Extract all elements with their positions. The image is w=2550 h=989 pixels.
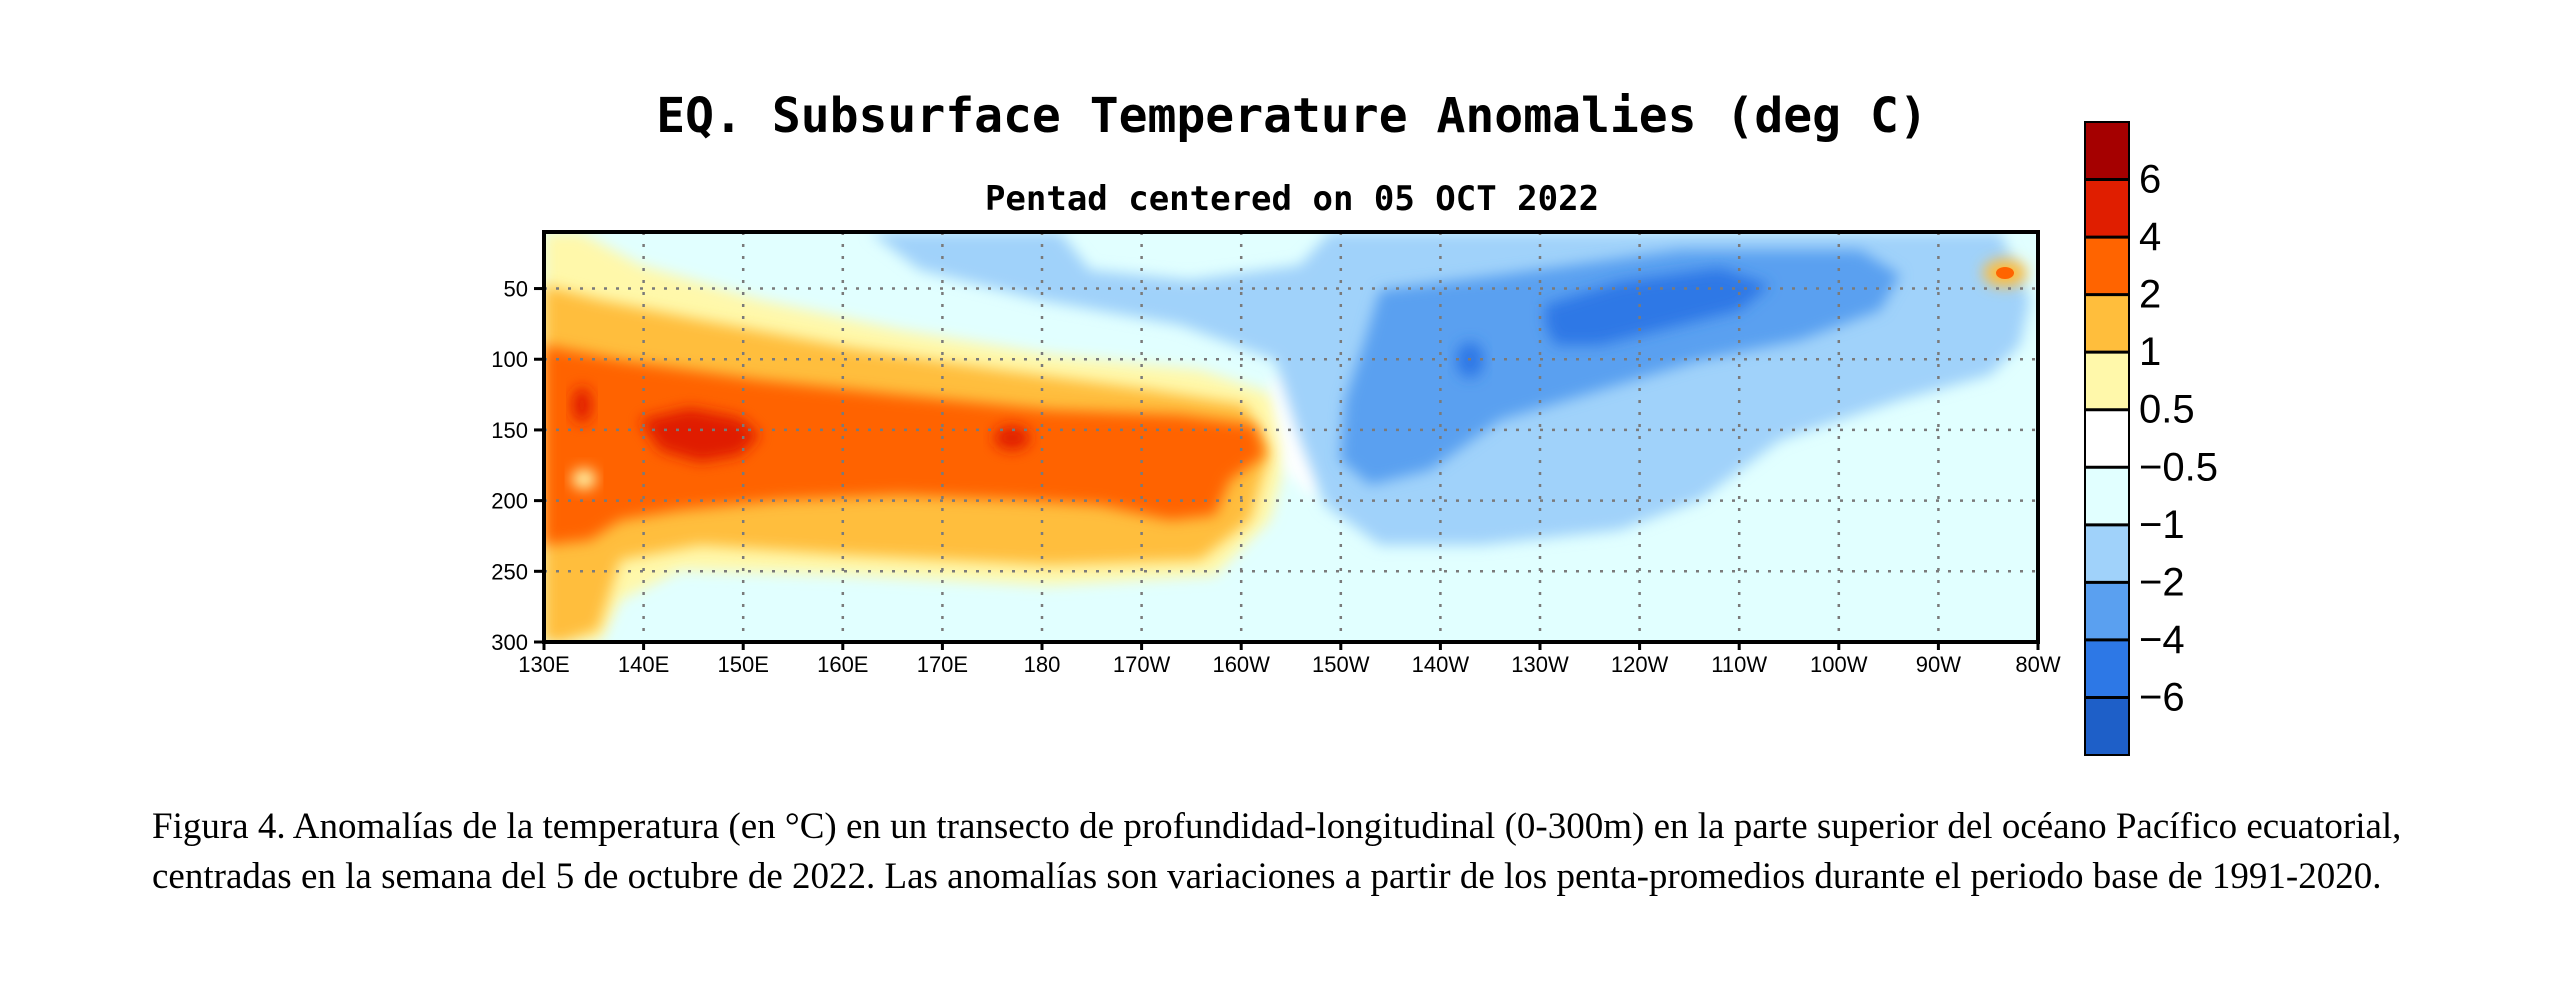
anomaly-region-warm-2 bbox=[544, 345, 1265, 545]
x-tick-label: 100W bbox=[1810, 652, 1868, 677]
colorbar-label: −2 bbox=[2139, 560, 2185, 604]
y-tick-label: 300 bbox=[491, 630, 528, 655]
chart-subtitle: Pentad centered on 05 OCT 2022 bbox=[985, 179, 1599, 219]
anomaly-region-cool-2 bbox=[1340, 250, 1900, 485]
colorbar-label: −6 bbox=[2139, 675, 2185, 719]
colorbar-swatch bbox=[2085, 352, 2129, 411]
colorbar-label: 0.5 bbox=[2139, 388, 2195, 432]
y-tick-label: 200 bbox=[491, 489, 528, 514]
plot-area bbox=[544, 232, 2038, 642]
colorbar-swatch bbox=[2085, 409, 2129, 468]
x-axis: 130E 140E 150E 160E 170E 180 170W 160W 150W 140W 1… bbox=[518, 642, 2061, 677]
figure-caption: Figura 4. Anomalías de la temperatura (e… bbox=[152, 806, 2402, 897]
x-tick-label: 80W bbox=[2015, 652, 2060, 677]
x-tick-label: 160W bbox=[1212, 652, 1270, 677]
colorbar-swatch bbox=[2085, 122, 2129, 181]
x-tick-label: 110W bbox=[1711, 652, 1767, 677]
colorbar-swatch bbox=[2085, 582, 2129, 641]
colorbar-swatch bbox=[2085, 237, 2129, 296]
colorbar-swatch bbox=[2085, 294, 2129, 353]
anomaly-region-warm-4c bbox=[994, 426, 1030, 450]
colorbar-swatch bbox=[2085, 467, 2129, 526]
colorbar-swatch bbox=[2085, 697, 2129, 756]
colorbar-label: −1 bbox=[2139, 503, 2185, 547]
chart-title: EQ. Subsurface Temperature Anomalies (de… bbox=[656, 88, 1928, 144]
anomaly-region-warm-4a bbox=[640, 408, 760, 462]
colorbar-label: −0.5 bbox=[2139, 445, 2218, 489]
plot-frame bbox=[542, 230, 2040, 644]
x-tick-label: 150W bbox=[1312, 652, 1370, 677]
x-tick-label: 120W bbox=[1611, 652, 1669, 677]
colorbar-swatch bbox=[2085, 524, 2129, 583]
colorbar-label: 1 bbox=[2139, 330, 2161, 374]
x-tick-label: 90W bbox=[1916, 652, 1961, 677]
x-tick-label: 170W bbox=[1113, 652, 1171, 677]
colorbar-swatch bbox=[2085, 179, 2129, 238]
colorbar-label: 4 bbox=[2139, 215, 2161, 259]
y-tick-label: 150 bbox=[491, 418, 528, 443]
y-tick-label: 250 bbox=[491, 559, 528, 584]
x-tick-label: 150E bbox=[718, 652, 769, 677]
x-tick-label: 140W bbox=[1412, 652, 1470, 677]
x-tick-label: 130E bbox=[518, 652, 569, 677]
colorbar-label: 2 bbox=[2139, 273, 2161, 317]
y-tick-label: 100 bbox=[491, 347, 528, 372]
anomaly-region-cool-4 bbox=[1545, 268, 1770, 345]
colorbar: 6 4 2 1 0.5 −0.5 −1 −2 −4 −6 bbox=[2084, 121, 2218, 756]
anomaly-region-warm-1-spot bbox=[572, 469, 596, 489]
colorbar-label: −4 bbox=[2139, 618, 2185, 662]
plot-grid bbox=[544, 232, 2038, 642]
x-tick-label: 180 bbox=[1024, 652, 1061, 677]
y-tick-label: 50 bbox=[504, 277, 528, 302]
y-axis: 50 100 150 200 250 300 bbox=[491, 277, 544, 655]
x-tick-label: 160E bbox=[817, 652, 868, 677]
anomaly-region-east-warm-2 bbox=[1996, 267, 2014, 279]
x-tick-label: 140E bbox=[618, 652, 669, 677]
x-tick-label: 130W bbox=[1511, 652, 1569, 677]
colorbar-swatch bbox=[2085, 639, 2129, 698]
x-tick-label: 170E bbox=[917, 652, 968, 677]
colorbar-label: 6 bbox=[2139, 158, 2161, 202]
anomaly-region-warm-4b bbox=[572, 387, 592, 423]
colorbar-frame bbox=[2084, 121, 2130, 756]
